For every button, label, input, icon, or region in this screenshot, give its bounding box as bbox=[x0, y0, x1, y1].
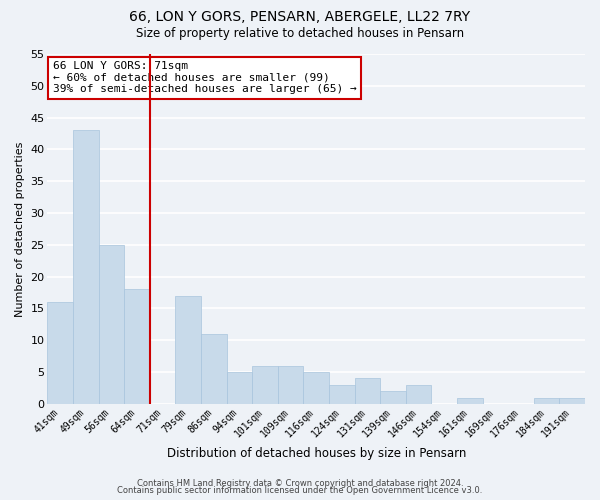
Bar bbox=[73, 130, 98, 404]
Bar bbox=[47, 302, 73, 404]
Bar bbox=[406, 385, 431, 404]
Bar bbox=[534, 398, 559, 404]
Bar bbox=[457, 398, 482, 404]
Bar bbox=[355, 378, 380, 404]
Text: 66 LON Y GORS: 71sqm
← 60% of detached houses are smaller (99)
39% of semi-detac: 66 LON Y GORS: 71sqm ← 60% of detached h… bbox=[53, 61, 356, 94]
Text: Contains public sector information licensed under the Open Government Licence v3: Contains public sector information licen… bbox=[118, 486, 482, 495]
Text: 66, LON Y GORS, PENSARN, ABERGELE, LL22 7RY: 66, LON Y GORS, PENSARN, ABERGELE, LL22 … bbox=[130, 10, 470, 24]
Bar bbox=[329, 385, 355, 404]
Bar bbox=[278, 366, 304, 404]
Text: Contains HM Land Registry data © Crown copyright and database right 2024.: Contains HM Land Registry data © Crown c… bbox=[137, 478, 463, 488]
Bar bbox=[380, 391, 406, 404]
Y-axis label: Number of detached properties: Number of detached properties bbox=[15, 142, 25, 316]
X-axis label: Distribution of detached houses by size in Pensarn: Distribution of detached houses by size … bbox=[167, 447, 466, 460]
Bar bbox=[98, 245, 124, 404]
Bar bbox=[175, 296, 201, 404]
Bar bbox=[304, 372, 329, 404]
Bar bbox=[252, 366, 278, 404]
Bar bbox=[124, 290, 150, 404]
Text: Size of property relative to detached houses in Pensarn: Size of property relative to detached ho… bbox=[136, 28, 464, 40]
Bar bbox=[201, 334, 227, 404]
Bar bbox=[559, 398, 585, 404]
Bar bbox=[227, 372, 252, 404]
